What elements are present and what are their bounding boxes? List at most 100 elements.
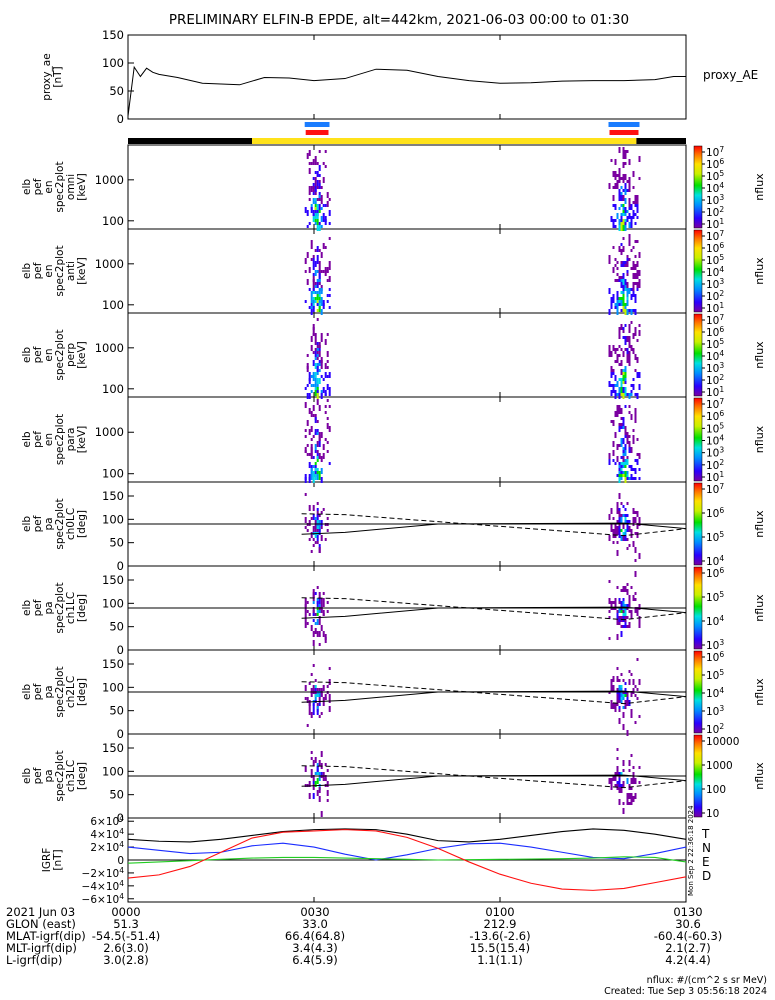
colorbar-tick-label: 103: [706, 193, 724, 207]
y-axis-title: IGRF[nT]: [41, 848, 64, 873]
spec-pixel: [620, 381, 623, 384]
spec-pixel: [628, 309, 631, 312]
spec-pixel: [620, 502, 623, 505]
colorbar-tick-label: 1000: [706, 760, 733, 772]
spec-pixel: [318, 796, 321, 802]
colorbar-tick-label: 105: [706, 253, 724, 267]
spec-pixel: [320, 309, 323, 315]
igrf-y-tick-label: −2×104: [82, 866, 125, 880]
spec-pixel: [306, 610, 309, 613]
spec-pixel: [326, 685, 329, 688]
spec-pixel: [308, 429, 311, 435]
spec-pixel: [622, 330, 625, 333]
spec-pixel: [308, 505, 311, 511]
spec-pixel: [638, 156, 641, 162]
y-axis-title: proxy_ae[nT]: [41, 53, 64, 100]
spec-pixel: [620, 252, 623, 255]
spec-pixel: [616, 613, 619, 619]
spec-pixel: [632, 544, 635, 547]
spec-pixel: [324, 411, 327, 414]
spec-pixel: [616, 694, 619, 700]
spec-pixel: [326, 441, 329, 444]
spec-pixel: [616, 532, 619, 535]
spec-pixel: [304, 526, 307, 529]
spec-pixel: [626, 210, 629, 213]
spec-pixel: [634, 592, 637, 595]
spec-pixel: [630, 321, 633, 324]
spec-pixel: [308, 781, 311, 787]
spec-pixel: [608, 580, 611, 583]
spec-pixel: [318, 204, 321, 210]
spec-pixel: [632, 688, 635, 694]
spec-pixel: [620, 625, 623, 628]
spec-pixel: [628, 520, 631, 523]
spec-pixel: [316, 282, 319, 288]
spec-pixel: [328, 405, 331, 408]
spec-pixel: [312, 279, 315, 285]
spec-pixel: [328, 237, 331, 240]
spec-pixel: [624, 366, 627, 372]
spec-pixel: [624, 174, 627, 180]
spec-pixel: [618, 219, 621, 222]
spec-pixel: [320, 195, 323, 198]
spec-pixel: [636, 658, 639, 661]
spec-pixel: [610, 384, 613, 387]
spec-pixel: [616, 360, 619, 363]
spec-pixel: [614, 219, 617, 222]
spec-pixel: [630, 417, 633, 420]
colorbar-tick-label: 106: [706, 506, 724, 520]
spec-pixel: [324, 405, 327, 408]
spec-pixel: [620, 309, 623, 312]
spec-pixel: [310, 769, 313, 775]
spec-pixel: [636, 207, 639, 213]
panel-ch2LC: elbpefpaspec2plotch2LC[deg] 150 100 50 0: [21, 649, 687, 741]
spec-pixel: [636, 438, 639, 441]
panel-perp: elbpefenspec2plotperp[keV] 1000 100: [21, 312, 687, 398]
spec-pixel: [614, 393, 617, 399]
spec-pixel: [318, 550, 321, 553]
spec-pixel: [632, 291, 635, 297]
colorbar-para: [693, 397, 703, 482]
spec-pixel: [610, 159, 613, 162]
spec-pixel: [316, 514, 319, 517]
spec-pixel: [608, 309, 611, 315]
spec-pixel: [314, 261, 317, 267]
spec-pixel: [632, 201, 635, 204]
spec-pixel: [630, 586, 633, 589]
spec-pixel: [306, 453, 309, 456]
spec-pixel: [622, 393, 625, 399]
spec-pixel: [634, 517, 637, 523]
spec-pixel: [304, 435, 307, 438]
orbit-bar-night-1: [128, 138, 252, 144]
spec-pixel: [620, 264, 623, 267]
spec-pixel: [322, 213, 325, 216]
spec-pixel: [614, 348, 617, 354]
colorbar-tick-label: 104: [706, 554, 724, 568]
spec-pixel: [312, 781, 315, 784]
spec-pixel: [316, 270, 319, 273]
spec-pixel: [614, 432, 617, 438]
igrf-line-T: [127, 828, 687, 843]
spec-pixel: [616, 676, 619, 682]
spec-pixel: [308, 162, 311, 165]
spec-pixel: [628, 405, 631, 408]
spec-pixel: [312, 793, 315, 799]
spec-pixel: [608, 778, 611, 784]
spec-pixel: [312, 477, 315, 483]
spec-pixel: [310, 426, 313, 432]
spec-pixel: [320, 186, 323, 189]
footer-row: MLT-igrf(dip) 2.6(3.0) 3.4(4.3) 15.5(15.4) 2…: [6, 941, 711, 955]
spec-pixel: [304, 300, 307, 303]
spec-pixel: [632, 468, 635, 471]
colorbar-label: nflux: [753, 762, 766, 790]
spec-pixel: [624, 198, 627, 204]
spec-pixel: [618, 300, 621, 303]
spec-pixel: [612, 541, 615, 544]
colorbar-tick-label: 10: [706, 808, 719, 820]
spec-pixel: [618, 778, 621, 784]
spec-pixel: [628, 595, 631, 601]
spec-pixel: [614, 598, 617, 604]
spec-pixel: [312, 471, 315, 474]
spec-pixel: [310, 474, 313, 477]
spec-pixel: [314, 378, 317, 381]
